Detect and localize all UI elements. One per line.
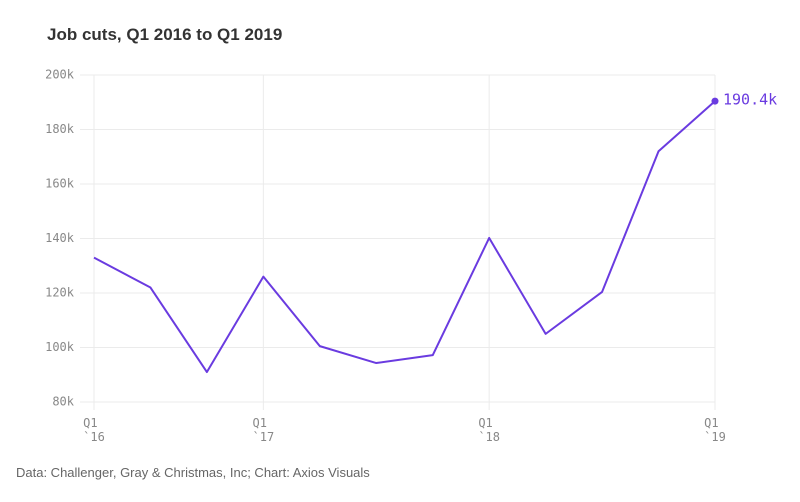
y-tick-label: 120k xyxy=(45,286,75,300)
x-tick-label: Q1 `17 xyxy=(252,416,275,444)
y-tick-label: 200k xyxy=(45,68,75,82)
line xyxy=(93,100,716,374)
x-tick-label: Q1 `16 xyxy=(83,416,105,444)
y-tick-label: 140k xyxy=(45,231,75,245)
chart-title: Job cuts, Q1 2016 to Q1 2019 xyxy=(47,25,282,44)
x-tick-label: Q1 `19 xyxy=(704,416,726,444)
y-tick-label: 80k xyxy=(52,395,74,409)
source-note: Data: Challenger, Gray & Christmas, Inc;… xyxy=(16,465,370,480)
y-tick-label: 180k xyxy=(45,122,75,136)
end-point xyxy=(711,97,719,105)
y-tick-label: 100k xyxy=(45,340,75,354)
value-label: 190.4k xyxy=(723,91,777,109)
x-tick-label: Q1 `18 xyxy=(478,416,501,444)
y-tick-label: 160k xyxy=(45,177,75,191)
